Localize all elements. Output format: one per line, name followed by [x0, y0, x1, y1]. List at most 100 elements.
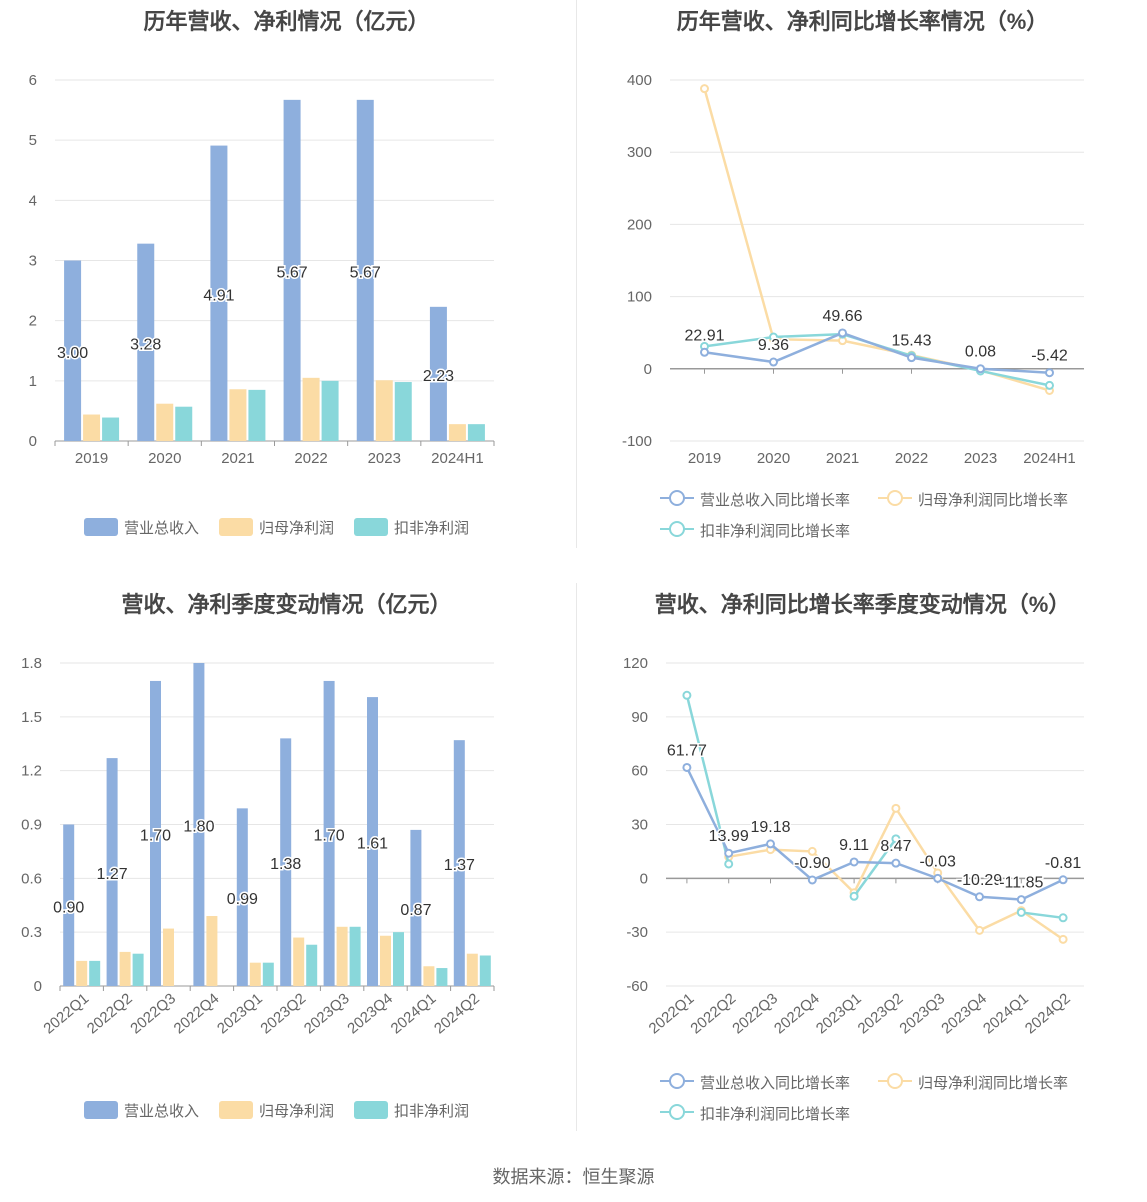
x-tick-label: 2023Q2: [257, 990, 309, 1037]
y-tick-label: 6: [29, 72, 37, 89]
legend: 营业总收入同比增长率 归母净利润同比增长率 扣非净利润同比增长率: [576, 486, 1147, 546]
y-tick-label: 1.8: [21, 655, 42, 672]
y-tick-label: 2: [29, 313, 37, 330]
x-tick-label: 2022Q4: [171, 990, 223, 1037]
bar: [132, 953, 144, 986]
quarter-bar-chart: 0 0.3 0.6 0.9 1.2 1.5 1.8 0.90 2022Q1 1.27 2022Q2 1…: [21, 655, 495, 1037]
data-label: 22.91: [684, 327, 724, 344]
bar: [367, 697, 378, 986]
legend-swatch: [219, 518, 253, 536]
data-label: 1.27: [97, 866, 128, 883]
x-tick-label: 2023Q1: [813, 990, 865, 1037]
data-point: [769, 357, 778, 367]
data-label: -0.81: [1045, 855, 1082, 872]
bar: [394, 382, 412, 441]
quarter-line-panel: 营收、净利同比增长率季度变动情况（%） -60 -30 0 30 60 90 120 2022…: [576, 583, 1147, 1163]
data-point: [766, 839, 775, 849]
data-point: [682, 762, 692, 772]
legend-line-marker: [660, 1073, 694, 1089]
y-tick-label: -30: [626, 924, 648, 941]
chart-title: 营收、净利季度变动情况（亿元）: [121, 592, 452, 617]
data-point: [933, 873, 943, 883]
data-point: [700, 347, 709, 357]
data-point: [1045, 368, 1054, 378]
bar: [336, 926, 348, 986]
legend-line-marker: [660, 521, 694, 537]
y-tick-label: 0: [29, 433, 37, 450]
bar: [206, 916, 218, 986]
y-tick-label: 0: [34, 978, 42, 995]
data-label: 13.99: [709, 828, 749, 845]
data-label: 1.61: [357, 836, 388, 853]
y-tick-label: 120: [623, 655, 648, 672]
data-point: [975, 925, 984, 935]
data-label: 1.80: [183, 819, 214, 836]
annual-line-chart: -100 0 100 200 300 400 2019 2020 2021 2022 2023 202…: [622, 72, 1084, 467]
x-tick-label: 2022Q2: [84, 990, 136, 1037]
data-point: [807, 875, 817, 885]
bar: [436, 968, 448, 986]
chart-title: 历年营收、净利情况（亿元）: [143, 9, 430, 34]
series-line: [704, 331, 1050, 374]
data-label: -0.03: [919, 853, 956, 870]
vertical-divider: [576, 0, 577, 548]
legend-label: 归母净利润: [259, 1103, 335, 1120]
legend-swatch: [84, 518, 118, 536]
data-point: [1058, 913, 1068, 923]
chart-title: 营收、净利同比增长率季度变动情况（%）: [654, 592, 1071, 617]
x-tick-label: 2023Q4: [938, 990, 990, 1037]
x-tick-label: 2022Q4: [771, 990, 823, 1037]
bar: [64, 260, 82, 441]
bar: [356, 99, 374, 441]
data-point: [891, 834, 901, 844]
y-tick-label: 0: [644, 361, 652, 378]
y-tick-label: 0: [640, 870, 648, 887]
bar: [429, 306, 447, 441]
x-tick-label: 2020: [757, 450, 790, 467]
data-label: -11.85: [999, 875, 1043, 892]
y-tick-label: 0.9: [21, 817, 42, 834]
bar: [156, 403, 174, 441]
legend: 营业总收入同比增长率 归母净利润同比增长率 扣非净利润同比增长率: [576, 1069, 1147, 1129]
data-label: 0.87: [400, 902, 431, 919]
bar: [83, 414, 101, 441]
data-label: 0.08: [965, 344, 996, 361]
bar: [423, 966, 435, 986]
legend-line-marker: [660, 490, 694, 506]
data-label: 19.18: [750, 819, 790, 836]
x-tick-label: 2022: [294, 450, 327, 467]
bar: [349, 926, 361, 986]
x-tick-label: 2021: [221, 450, 254, 467]
y-tick-label: 0.3: [21, 924, 42, 941]
data-label: 0.90: [53, 899, 84, 916]
series-line: [1021, 911, 1064, 920]
legend-label: 扣非净利润同比增长率: [700, 1106, 851, 1123]
chart-title: 历年营收、净利同比增长率情况（%）: [676, 9, 1049, 34]
y-tick-label: 90: [631, 709, 648, 726]
data-point: [724, 859, 734, 869]
x-tick-label: 2023Q2: [855, 990, 907, 1037]
legend-label: 扣非净利润: [394, 520, 470, 537]
bar: [210, 145, 228, 441]
data-point: [976, 364, 985, 374]
data-label: -5.42: [1031, 348, 1068, 365]
x-tick-label: 2022: [895, 450, 928, 467]
x-tick-label: 2022Q1: [40, 990, 92, 1037]
x-tick-label: 2023Q1: [214, 990, 266, 1037]
data-point: [1058, 934, 1068, 944]
y-tick-label: 1.2: [21, 763, 42, 780]
x-tick-label: 2023: [964, 450, 997, 467]
y-tick-label: 3: [29, 253, 37, 270]
bar: [302, 377, 320, 441]
data-point: [838, 328, 847, 338]
bar: [306, 944, 318, 986]
legend-swatch: [84, 1101, 118, 1119]
bar: [293, 937, 305, 986]
bar: [283, 99, 301, 441]
data-label: 1.70: [314, 827, 345, 844]
x-tick-label: 2024H1: [1023, 450, 1076, 467]
data-point: [907, 353, 916, 363]
y-tick-label: -60: [626, 978, 648, 995]
legend-label: 扣非净利润: [394, 1103, 470, 1120]
bar: [102, 417, 120, 441]
